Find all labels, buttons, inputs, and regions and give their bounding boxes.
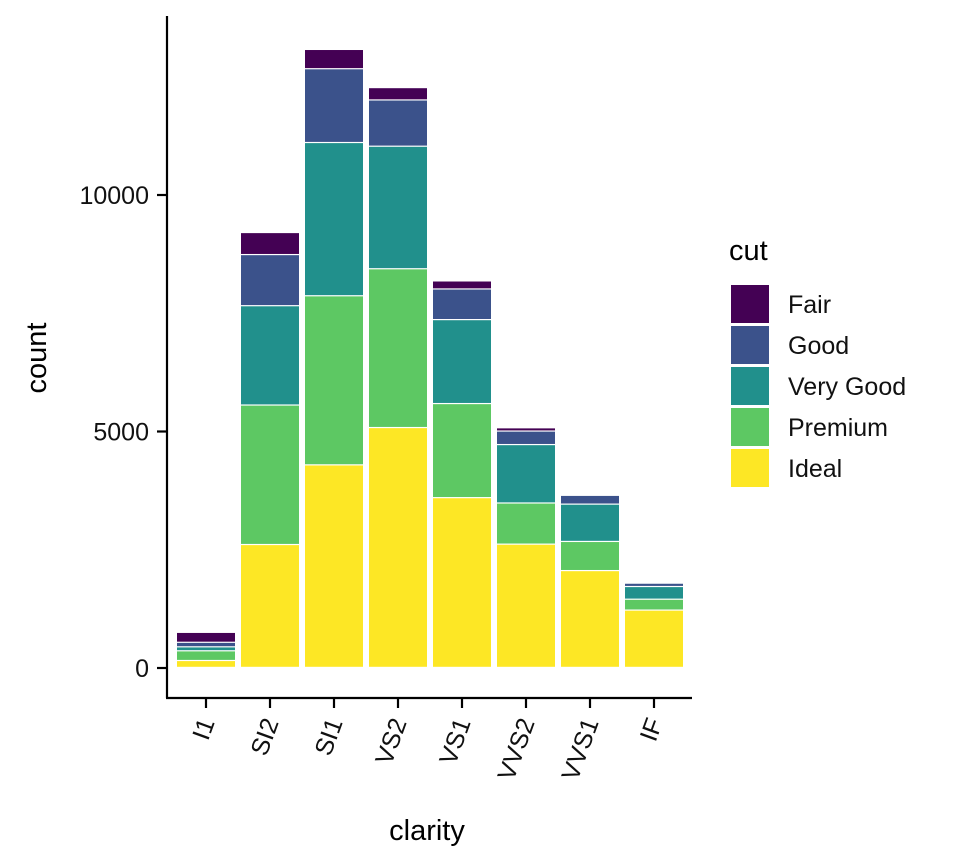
y-axis-title: count xyxy=(21,323,53,394)
bar-vs1-premium xyxy=(433,404,491,498)
bar-vvs2-premium xyxy=(497,503,555,544)
bars-layer xyxy=(177,50,683,667)
bar-if-ideal xyxy=(625,610,683,667)
bar-stack-si1 xyxy=(305,50,363,667)
bar-stack-vvs1 xyxy=(561,495,619,667)
bar-vs1-fair xyxy=(433,281,491,289)
legend-key-very-good xyxy=(731,367,769,405)
bar-stack-i1 xyxy=(177,632,235,667)
bar-if-very-good xyxy=(625,587,683,599)
bar-stack-vs2 xyxy=(369,88,427,667)
legend-label-ideal: Ideal xyxy=(788,455,842,483)
x-axis-title: clarity xyxy=(389,815,465,847)
legend-label-very-good: Very Good xyxy=(788,373,906,401)
x-ticks: I1 SI2 SI1 VS2 VS1 VVS2 VVS1 IF xyxy=(187,698,669,784)
bar-i1-very-good xyxy=(177,647,235,651)
x-tick-label-i1: I1 xyxy=(187,714,220,743)
bar-vs2-ideal xyxy=(369,428,427,667)
bar-vs1-very-good xyxy=(433,320,491,403)
x-tick-label-if: IF xyxy=(635,714,669,744)
bar-si1-good xyxy=(305,69,363,142)
bar-si1-fair xyxy=(305,50,363,69)
y-tick-label-10000: 10000 xyxy=(79,182,149,210)
bar-i1-premium xyxy=(177,651,235,660)
bar-vvs2-fair xyxy=(497,428,555,431)
x-tick-label-vs2: VS2 xyxy=(370,714,412,768)
y-tick-label-5000: 5000 xyxy=(93,419,149,447)
bar-vvs2-good xyxy=(497,431,555,444)
bar-vvs1-very-good xyxy=(561,504,619,541)
bar-i1-fair xyxy=(177,632,235,642)
bar-si2-fair xyxy=(241,233,299,254)
legend-key-ideal xyxy=(731,449,769,487)
bar-vs2-premium xyxy=(369,269,427,427)
bar-vvs1-premium xyxy=(561,542,619,570)
bar-vs1-ideal xyxy=(433,498,491,667)
bar-vs2-very-good xyxy=(369,146,427,269)
legend-label-fair: Fair xyxy=(788,291,831,319)
bar-i1-ideal xyxy=(177,661,235,667)
y-ticks: 0 5000 10000 xyxy=(79,182,167,683)
bar-vvs2-very-good xyxy=(497,445,555,503)
bar-stack-si2 xyxy=(241,233,299,667)
legend-key-good xyxy=(731,326,769,364)
x-tick-label-si1: SI1 xyxy=(309,714,348,759)
legend-key-fair xyxy=(731,285,769,323)
legend-label-premium: Premium xyxy=(788,414,888,442)
bar-stack-vs1 xyxy=(433,281,491,667)
bar-stack-if xyxy=(625,583,683,667)
bar-if-good xyxy=(625,583,683,586)
x-tick-label-si2: SI2 xyxy=(245,714,284,759)
axes-layer xyxy=(165,16,692,700)
bar-si1-premium xyxy=(305,296,363,465)
bar-si2-ideal xyxy=(241,545,299,667)
bar-vs2-fair xyxy=(369,88,427,100)
bar-vvs1-good xyxy=(561,495,619,504)
bar-si2-very-good xyxy=(241,306,299,405)
bar-stack-vvs2 xyxy=(497,428,555,667)
x-tick-label-vvs2: VVS2 xyxy=(492,714,540,784)
bar-si2-good xyxy=(241,255,299,306)
bar-if-premium xyxy=(625,599,683,610)
legend: cut Fair Good Very Good Premium Ideal xyxy=(729,235,906,487)
y-tick-label-0: 0 xyxy=(135,655,149,683)
x-tick-label-vs1: VS1 xyxy=(434,714,476,768)
bar-vvs1-ideal xyxy=(561,571,619,667)
legend-key-premium xyxy=(731,408,769,446)
bar-vs2-good xyxy=(369,100,427,146)
bar-vs1-good xyxy=(433,289,491,320)
x-tick-label-vvs1: VVS1 xyxy=(556,714,604,784)
bar-si2-premium xyxy=(241,405,299,544)
legend-label-good: Good xyxy=(788,332,849,360)
bar-i1-good xyxy=(177,642,235,647)
bar-si1-very-good xyxy=(305,143,363,296)
bar-vvs2-ideal xyxy=(497,544,555,667)
bar-si1-ideal xyxy=(305,465,363,667)
legend-title: cut xyxy=(729,235,768,267)
